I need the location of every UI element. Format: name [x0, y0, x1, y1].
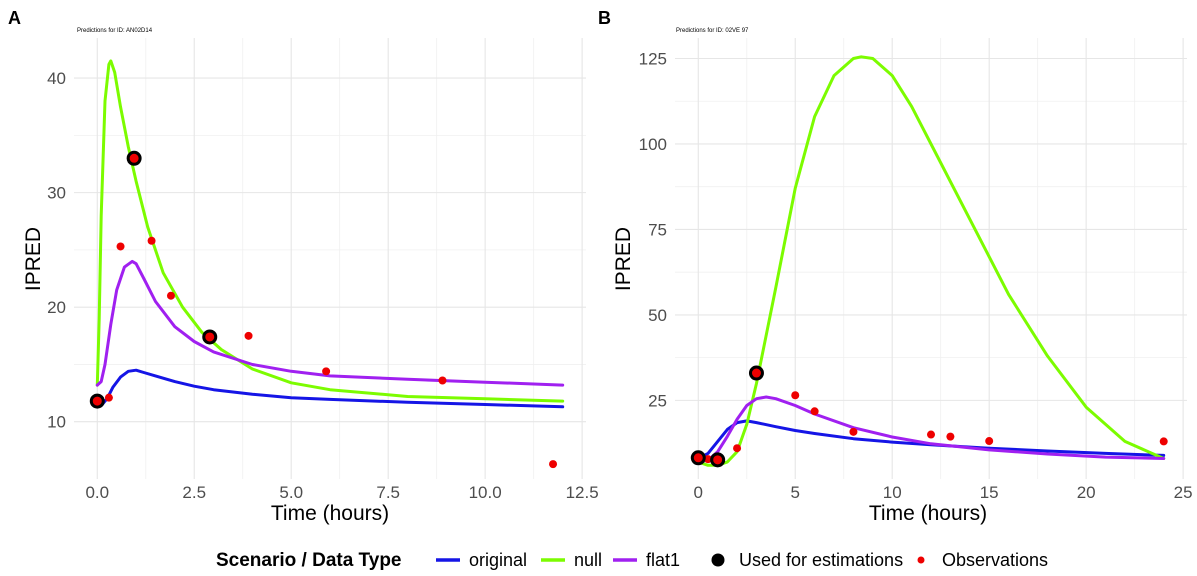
legend-key-observations [917, 556, 925, 564]
panel-b-series-null-line [696, 55, 1166, 467]
panel-b-y-tick-label: 100 [639, 135, 667, 154]
panel-a-x-tick-label: 12.5 [566, 483, 599, 502]
panel-a-series-original-line [95, 368, 565, 409]
panel-a-x-tick-label: 7.5 [376, 483, 400, 502]
panel-a-series-null-line [95, 59, 565, 403]
panel-a-series-group [95, 59, 565, 409]
panel-a-series-flat1-line [95, 259, 565, 387]
panel-a-y-tick-label: 20 [47, 298, 66, 317]
panel-a-observation-point [147, 236, 156, 245]
panel-b: B Predictions for ID: 02VE 97 0 5 10 15 20 25… [598, 8, 1193, 525]
panel-b-subtitle: Predictions for ID: 02VE 97 [676, 28, 749, 34]
panel-a-plot-area: 0.0 2.5 5.0 7.5 10.0 12.5 10 20 30 40 [47, 38, 599, 502]
panel-b-series-original-line [696, 419, 1166, 460]
panel-b-y-tick-label: 25 [648, 391, 667, 410]
panel-a-observation-point [104, 393, 113, 402]
panel-b-observation-point [849, 427, 858, 436]
panel-b-plot-area: 0 5 10 15 20 25 25 50 75 100 125 [639, 38, 1193, 502]
panel-b-observation-point [985, 437, 994, 446]
panel-a-observation-point [244, 331, 253, 340]
panel-b-y-tick-label: 50 [648, 306, 667, 325]
panel-b-observation-point [810, 407, 819, 416]
legend-label: Used for estimations [739, 550, 903, 570]
panel-b-estimation-point [690, 450, 706, 466]
panel-b-x-tick-label: 10 [883, 483, 902, 502]
panel-b-x-tick-label: 20 [1077, 483, 1096, 502]
legend-label: Observations [942, 550, 1048, 570]
panel-a-x-tick-label: 0.0 [85, 483, 109, 502]
panel-b-label: B [598, 8, 611, 28]
panel-a-y-axis-title: IPRED [22, 227, 45, 291]
legend-label: null [574, 550, 602, 570]
panel-a-label: A [8, 8, 21, 28]
panel-b-series-group [696, 55, 1166, 467]
panel-a-x-tick-label: 2.5 [182, 483, 206, 502]
panel-b-x-tick-label: 5 [791, 483, 800, 502]
legend-label: flat1 [646, 550, 680, 570]
panel-b-observation-point [703, 455, 712, 464]
panel-b-estimation-point [710, 452, 726, 468]
panel-b-series-flat1-line [696, 395, 1166, 464]
panel-a-observation-point [438, 376, 447, 385]
panel-a-x-axis-title: Time (hours) [271, 502, 389, 525]
panel-b-observation-point [791, 391, 800, 400]
legend-key-estimation [711, 553, 725, 567]
panel-b-y-tick-label: 75 [648, 220, 667, 239]
panel-a-y-tick-label: 10 [47, 413, 66, 432]
panel-a-x-tick-label: 10.0 [469, 483, 502, 502]
panel-b-observation-point [946, 432, 955, 441]
panel-a-observation-point [116, 242, 125, 251]
legend: Scenario / Data Type original null flat1 Us… [216, 550, 1048, 571]
panel-a-estimation-point [202, 329, 218, 345]
panel-a-estimation-point [126, 150, 142, 166]
panel-a-observation-point [549, 460, 558, 469]
panel-a-observation-point [166, 291, 175, 300]
panel-b-estimation-point [748, 365, 764, 381]
legend-title: Scenario / Data Type [216, 550, 402, 571]
panel-a-y-tick-label: 30 [47, 184, 66, 203]
panel-b-x-tick-label: 0 [694, 483, 703, 502]
panel-b-observation-point [1159, 437, 1168, 446]
panel-b-x-tick-label: 15 [980, 483, 999, 502]
panel-a-observation-point [322, 367, 331, 376]
panel-a-x-tick-label: 5.0 [279, 483, 303, 502]
panel-b-y-axis-title: IPRED [612, 227, 635, 291]
panel-a-y-tick-label: 40 [47, 69, 66, 88]
panel-a-estimation-point [89, 393, 105, 409]
panel-b-observation-point [927, 430, 935, 439]
panel-b-x-axis-title: Time (hours) [869, 502, 987, 525]
panel-b-y-tick-label: 125 [639, 50, 667, 69]
legend-label: original [469, 550, 527, 570]
panel-a: A Predictions for ID: AN02D14 0.0 2.5 5.0 7… [8, 8, 599, 525]
panel-a-subtitle: Predictions for ID: AN02D14 [77, 28, 153, 34]
panel-b-x-tick-label: 25 [1174, 483, 1193, 502]
panel-b-observation-point [733, 444, 742, 453]
